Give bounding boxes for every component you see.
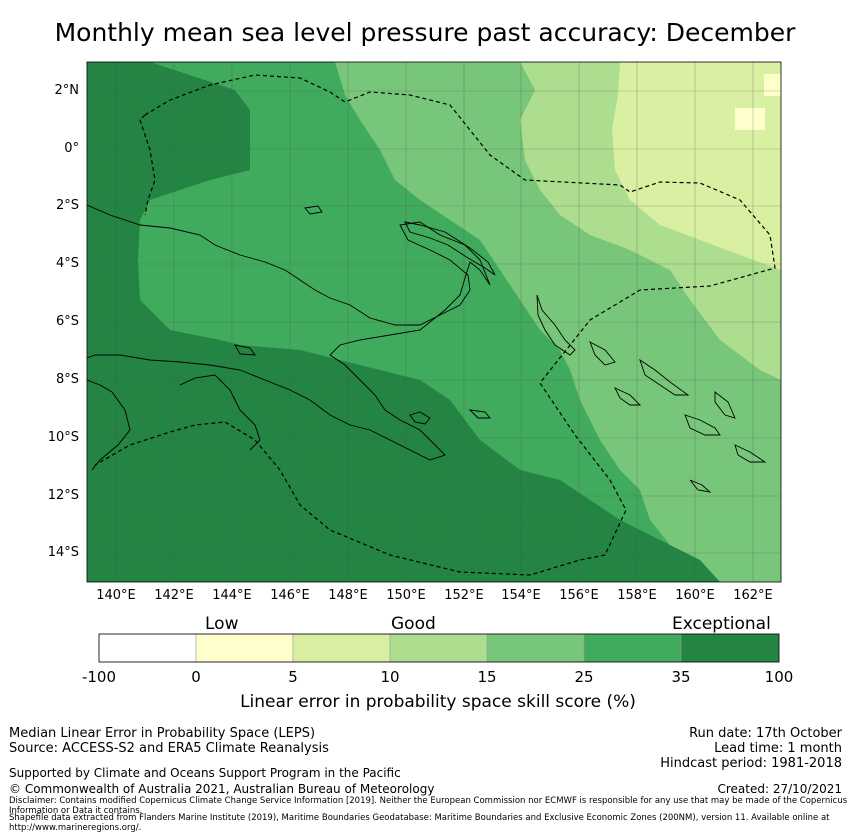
colorbar-swatch	[583, 633, 682, 663]
lon-tick-label: 152°E	[444, 588, 484, 603]
disclaimer: Disclaimer: Contains modified Copernicus…	[9, 796, 848, 816]
lon-tick-label: 156°E	[559, 588, 599, 603]
island-coast	[468, 409, 491, 419]
colorbar-frame	[98, 633, 780, 663]
lon-tick-label: 150°E	[386, 588, 426, 603]
colorbar-category-good: Good	[391, 614, 436, 634]
lon-tick-label: 154°E	[501, 588, 541, 603]
island-coast	[409, 411, 431, 425]
colorbar-tick: 25	[574, 668, 594, 686]
colorbar-category-exceptional: Exceptional	[672, 614, 771, 634]
lon-tick-label: 140°E	[96, 588, 136, 603]
colorbar-tick: 10	[380, 668, 400, 686]
cape-york-coast	[179, 374, 261, 451]
png-eez	[94, 74, 776, 576]
colorbar-swatch	[292, 633, 391, 663]
colorbar-tick: 0	[191, 668, 201, 686]
colorbar-tick: 5	[288, 668, 298, 686]
skill-field	[87, 62, 781, 582]
skill-region-lowest	[764, 74, 781, 96]
graticule	[87, 62, 781, 582]
solomon-island-coast	[589, 341, 616, 366]
lon-tick-label: 160°E	[675, 588, 715, 603]
footer-source: Source: ACCESS-S2 and ERA5 Climate Reana…	[9, 741, 329, 756]
vanuatu-island-coast	[689, 479, 712, 493]
lon-tick-label: 162°E	[733, 588, 773, 603]
colorbar	[98, 633, 780, 663]
footer-copyright: © Commonwealth of Australia 2021, Austra…	[9, 782, 435, 796]
solomon-island-coast	[614, 387, 642, 406]
colorbar-swatch	[389, 633, 488, 663]
lat-tick-label: 14°S	[47, 545, 79, 560]
lat-tick-label: 10°S	[47, 430, 79, 445]
eez-boundaries	[94, 74, 776, 576]
bougainville-coast	[536, 294, 576, 356]
colorbar-tick: 100	[764, 668, 794, 686]
colorbar-tick: 35	[671, 668, 691, 686]
lat-tick-label: 6°S	[55, 314, 79, 329]
new-guinea-coast	[87, 204, 491, 461]
map-frame	[86, 61, 782, 583]
coastlines	[87, 204, 767, 493]
colorbar-title: Linear error in probability space skill …	[240, 692, 636, 712]
colorbar-tick: 15	[477, 668, 497, 686]
footer-supported: Supported by Climate and Oceans Support …	[9, 766, 401, 780]
lat-tick-label: 2°N	[54, 83, 80, 98]
solomon-island-coast	[639, 358, 690, 396]
skill-region-dark-south	[87, 375, 620, 582]
run-date: Run date: 17th October	[689, 726, 842, 741]
colorbar-tick: -100	[81, 668, 117, 686]
australia-coast	[87, 379, 131, 471]
lat-tick-label: 8°S	[55, 372, 79, 387]
shapefile-credit: Shapefile data extracted from Flanders M…	[9, 813, 830, 833]
solomon-island-coast	[714, 391, 736, 419]
page-title: Monthly mean sea level pressure past acc…	[54, 18, 796, 47]
colorbar-swatch	[486, 633, 585, 663]
new-ireland-coast	[404, 221, 496, 276]
colorbar-swatch	[195, 633, 294, 663]
colorbar-category-low: Low	[205, 614, 239, 634]
lat-tick-label: 12°S	[47, 488, 79, 503]
lat-tick-label: 2°S	[55, 198, 79, 213]
colorbar-swatch	[98, 633, 197, 663]
vanuatu-island-coast	[734, 444, 767, 463]
solomon-island-coast	[684, 414, 721, 436]
lon-tick-label: 148°E	[328, 588, 368, 603]
lat-tick-label: 4°S	[55, 256, 79, 271]
lon-tick-label: 142°E	[154, 588, 194, 603]
hindcast-period: Hindcast period: 1981-2018	[660, 756, 842, 771]
png-eez-west	[139, 114, 156, 216]
footer-method: Median Linear Error in Probability Space…	[9, 726, 316, 741]
island-coast	[304, 205, 323, 215]
lon-tick-label: 144°E	[212, 588, 252, 603]
colorbar-swatch	[680, 633, 780, 663]
lon-tick-label: 146°E	[270, 588, 310, 603]
skill-region-lowest	[735, 108, 765, 130]
lat-tick-label: 0°	[64, 141, 79, 156]
lead-time: Lead time: 1 month	[714, 741, 842, 756]
created-date: Created: 27/10/2021	[717, 782, 842, 796]
lon-tick-label: 158°E	[617, 588, 657, 603]
island-coast	[234, 344, 256, 356]
